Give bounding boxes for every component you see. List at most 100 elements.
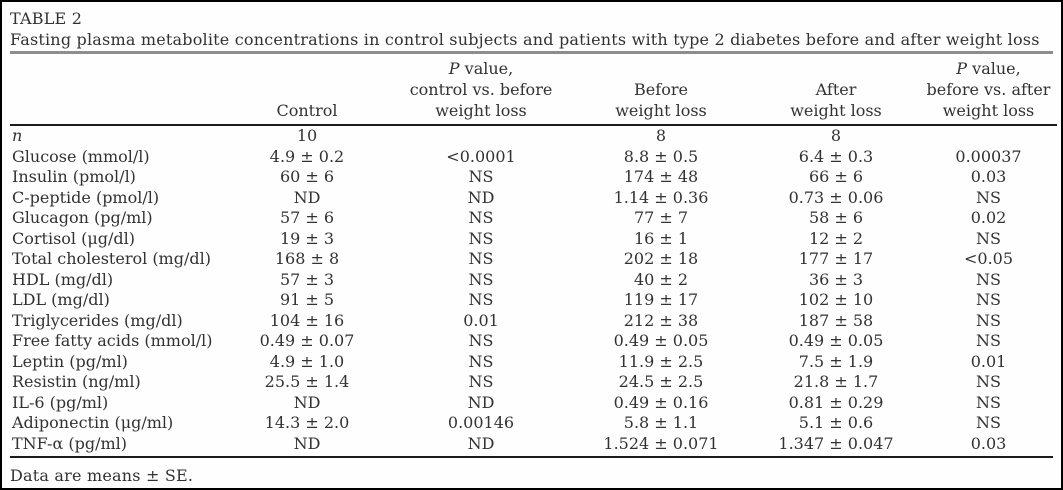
row-label-cell: TNF-α (pg/ml) (12, 433, 127, 453)
table-label: TABLE 2 (10, 9, 83, 28)
cell-p-before-vs-after: NS (976, 392, 1001, 412)
row-label-cell: C-peptide (pmol/l) (12, 187, 160, 207)
cell-p-before-vs-after: NS (976, 413, 1001, 432)
cell-p-before-vs-after: NS (976, 269, 1001, 289)
col-header-p-control-vs-before: P value, control vs. before weight loss (392, 54, 570, 126)
cell-before-weight-loss: 202 ± 18 (623, 249, 699, 268)
cell-p-control-vs-before: 0.01 (463, 310, 499, 330)
cell-p-control-vs-before: NS (468, 290, 494, 309)
cell-p-control-vs-before: ND (467, 187, 495, 207)
table-row: n 10 8 8 (10, 125, 1057, 147)
table-row: Glucose (mmol/l) 4.9 ± 0.2 <0.0001 8.8 ± 0.… (10, 147, 1057, 168)
table-row: Glucagon (pg/ml) 57 ± 6 NS 77 ± 7 58 ± 6 0.02 (10, 208, 1057, 229)
cell-p-before-vs-after: NS (976, 228, 1001, 248)
header-line: weight loss (942, 101, 1035, 120)
header-row: Control P value, control vs. before weig… (10, 54, 1057, 126)
row-label-cell: Free fatty acids (mmol/l) (12, 331, 213, 350)
row-label-cell: Cortisol (μg/dl) (12, 228, 135, 248)
cell-control: 10 (296, 126, 318, 145)
cell-before-weight-loss: 1.14 ± 0.36 (613, 187, 709, 207)
cell-before-weight-loss: 8.8 ± 0.5 (623, 146, 699, 166)
table-row: Cortisol (μg/dl) 19 ± 3 NS 16 ± 1 12 ± 2 NS (10, 229, 1057, 250)
header-line: P value, (392, 58, 570, 79)
cell-control: 91 ± 5 (279, 290, 335, 309)
table-row: LDL (mg/dl) 91 ± 5 NS 119 ± 17 102 ± 10 NS (10, 290, 1057, 311)
cell-control: ND (293, 433, 321, 453)
cell-p-control-vs-before: NS (468, 372, 494, 391)
cell-control: ND (293, 187, 321, 207)
cell-control: 19 ± 3 (279, 228, 335, 248)
header-line: control vs. before (409, 80, 553, 99)
cell-p-before-vs-after (920, 125, 1057, 147)
cell-before-weight-loss: 1.524 ± 0.071 (603, 433, 719, 453)
row-label-cell: Leptin (pg/ml) (12, 351, 128, 371)
cell-before-weight-loss: 16 ± 1 (633, 228, 689, 248)
cell-p-control-vs-before: 0.00146 (447, 413, 515, 432)
cell-p-before-vs-after: NS (976, 372, 1001, 391)
cell-p-before-vs-after: NS (976, 187, 1001, 207)
cell-after-weight-loss: 58 ± 6 (808, 208, 864, 227)
cell-before-weight-loss: 11.9 ± 2.5 (618, 351, 704, 371)
header-line: weight loss (790, 101, 882, 120)
cell-after-weight-loss: 0.49 ± 0.05 (788, 331, 884, 350)
cell-control: 4.9 ± 0.2 (269, 146, 345, 166)
cell-p-before-vs-after: NS (976, 331, 1001, 350)
row-label-cell: HDL (mg/dl) (12, 269, 114, 289)
table-row: C-peptide (pmol/l) ND ND 1.14 ± 0.36 0.73 ± … (10, 188, 1057, 209)
cell-after-weight-loss: 102 ± 10 (798, 290, 874, 309)
cell-control: 4.9 ± 1.0 (269, 351, 345, 371)
cell-before-weight-loss: 174 ± 48 (623, 167, 699, 186)
cell-control: 57 ± 6 (279, 208, 335, 227)
header-line: Control (276, 101, 338, 120)
cell-p-before-vs-after: 0.00037 (955, 146, 1022, 166)
cell-after-weight-loss: 1.347 ± 0.047 (778, 433, 894, 453)
row-label-cell: Glucagon (pg/ml) (12, 208, 153, 227)
cell-control: 25.5 ± 1.4 (264, 372, 350, 391)
cell-after-weight-loss: 12 ± 2 (808, 228, 864, 248)
col-header-p-before-vs-after: P value, before vs. after weight loss (920, 54, 1057, 126)
header-line: After (815, 80, 857, 99)
cell-p-control-vs-before (392, 125, 570, 147)
cell-p-before-vs-after: 0.03 (970, 167, 1007, 186)
row-label-cell: n (12, 126, 23, 145)
cell-after-weight-loss: 36 ± 3 (808, 269, 864, 289)
cell-after-weight-loss: 6.4 ± 0.3 (798, 146, 874, 166)
table-row: HDL (mg/dl) 57 ± 3 NS 40 ± 2 36 ± 3 NS (10, 270, 1057, 291)
cell-before-weight-loss: 5.8 ± 1.1 (623, 413, 699, 432)
table-row: Resistin (ng/ml) 25.5 ± 1.4 NS 24.5 ± 2.5 21… (10, 372, 1057, 393)
cell-before-weight-loss: 24.5 ± 2.5 (618, 372, 704, 391)
table-row: Insulin (pmol/l) 60 ± 6 NS 174 ± 48 66 ± 6 0.… (10, 167, 1057, 188)
cell-p-before-vs-after: <0.05 (963, 249, 1014, 268)
cell-control: 14.3 ± 2.0 (264, 413, 350, 432)
cell-control: 57 ± 3 (279, 269, 335, 289)
cell-p-control-vs-before: NS (468, 331, 494, 350)
footnote: Data are means ± SE. (10, 466, 194, 485)
cell-after-weight-loss: 0.73 ± 0.06 (788, 187, 884, 207)
cell-after-weight-loss: 177 ± 17 (798, 249, 874, 268)
row-label-cell: Triglycerides (mg/dl) (12, 310, 183, 330)
table-row: Leptin (pg/ml) 4.9 ± 1.0 NS 11.9 ± 2.5 7.5 ±… (10, 352, 1057, 373)
row-label-cell: LDL (mg/dl) (12, 290, 110, 309)
table-row: IL-6 (pg/ml) ND ND 0.49 ± 0.16 0.81 ± 0.29 NS (10, 393, 1057, 414)
header-line: before vs. after (926, 80, 1051, 99)
cell-after-weight-loss: 66 ± 6 (808, 167, 864, 186)
table-row: TNF-α (pg/ml) ND ND 1.524 ± 0.071 1.347 ± 0.… (10, 434, 1057, 455)
cell-control: 60 ± 6 (279, 167, 335, 186)
header-line: weight loss (615, 101, 707, 120)
row-label-cell: Total cholesterol (mg/dl) (12, 249, 211, 268)
cell-control: 168 ± 8 (274, 249, 340, 268)
metabolite-table: Control P value, control vs. before weig… (10, 54, 1057, 454)
row-label-cell: Resistin (ng/ml) (12, 372, 141, 391)
cell-p-before-vs-after: NS (976, 290, 1001, 309)
table-caption: Fasting plasma metabolite concentrations… (10, 30, 1040, 49)
header-line-rest: value, (967, 59, 1021, 78)
table-body: n 10 8 8 Glucose (mmol/l) 4.9 ± 0.2 <0.0001 8.8… (10, 125, 1057, 454)
cell-after-weight-loss: 21.8 ± 1.7 (793, 372, 879, 391)
table-row: Total cholesterol (mg/dl) 168 ± 8 NS 202 ± … (10, 249, 1057, 270)
cell-p-before-vs-after: 0.01 (970, 351, 1007, 371)
cell-after-weight-loss: 8 (830, 126, 842, 145)
cell-p-control-vs-before: NS (468, 167, 494, 186)
table-row: Free fatty acids (mmol/l) 0.49 ± 0.07 NS 0.… (10, 331, 1057, 352)
cell-p-control-vs-before: NS (468, 208, 494, 227)
col-header-after-weight-loss: After weight loss (752, 54, 920, 126)
